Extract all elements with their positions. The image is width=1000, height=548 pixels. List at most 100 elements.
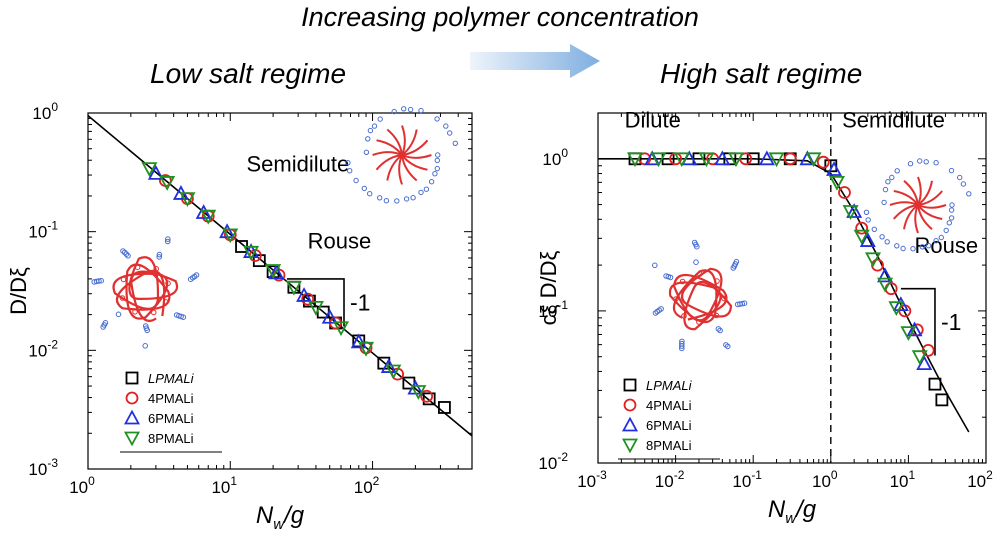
data-point-8pmali bbox=[243, 245, 260, 261]
data-point-8pmali bbox=[877, 277, 894, 293]
counterion-dot bbox=[694, 243, 700, 250]
bound-counterion-dot bbox=[696, 319, 702, 325]
counterion-dot bbox=[879, 234, 885, 240]
counterion-dot bbox=[957, 174, 963, 181]
data-point-6pmali bbox=[714, 150, 731, 166]
annotation-rouse: Rouse bbox=[308, 229, 372, 254]
data-point-8pmali bbox=[853, 229, 870, 245]
data-point-8pmali bbox=[727, 152, 744, 168]
bound-counterion-dot bbox=[132, 309, 138, 315]
counterion-dot bbox=[693, 259, 699, 266]
data-point-6pmali bbox=[916, 355, 933, 371]
star-illustration-right bbox=[863, 158, 972, 252]
legend-marker-8pmali bbox=[123, 431, 141, 447]
legend-marker-6pmali bbox=[123, 409, 141, 425]
data-point-4pmali bbox=[420, 389, 434, 403]
counterion-dot bbox=[881, 199, 887, 206]
data-point-6pmali bbox=[350, 333, 367, 349]
counterion-dot bbox=[187, 276, 194, 283]
counterion-dot bbox=[933, 160, 939, 166]
data-point-8pmali bbox=[200, 209, 217, 225]
coil-illustration-right bbox=[652, 239, 748, 352]
x-tick-label: 10-1 bbox=[732, 468, 762, 491]
data-point-6pmali bbox=[826, 161, 843, 176]
data-point-lpmali bbox=[438, 401, 451, 414]
counterion-dot bbox=[679, 340, 685, 347]
legend-marker-6pmali bbox=[621, 416, 639, 432]
bound-counterion-dot bbox=[714, 278, 720, 284]
data-point-6pmali bbox=[195, 204, 212, 219]
counterion-dot bbox=[447, 130, 453, 136]
bound-counterion-dot bbox=[134, 264, 141, 271]
counterion-dot bbox=[403, 196, 410, 202]
bound-counterion-dot bbox=[673, 296, 679, 302]
y-tick-label: 10-3 bbox=[28, 456, 58, 479]
data-point-8pmali bbox=[222, 228, 239, 244]
counterion-dot bbox=[102, 320, 109, 326]
counterion-dot bbox=[925, 243, 932, 249]
counterion-dot bbox=[894, 243, 900, 249]
y-tick-label: 100 bbox=[542, 146, 568, 169]
plot-frame bbox=[87, 112, 473, 470]
bound-counterion-dot bbox=[153, 266, 159, 272]
polymer-arm bbox=[917, 190, 943, 206]
data-point-8pmali bbox=[805, 152, 822, 168]
data-point-6pmali bbox=[846, 203, 863, 218]
data-point-lpmali bbox=[928, 377, 942, 391]
counterion-dot bbox=[948, 215, 955, 221]
counterion-dot bbox=[361, 185, 367, 192]
legend-label-lpmali: LPMALi bbox=[646, 378, 693, 393]
bound-counterion-dot bbox=[713, 312, 720, 319]
data-point-8pmali bbox=[627, 152, 644, 168]
y-axis-title: cξ D/Dξ bbox=[536, 251, 561, 326]
counterion-dot bbox=[948, 207, 955, 213]
polymer-arm bbox=[893, 190, 919, 206]
data-point-6pmali bbox=[296, 287, 313, 302]
data-point-8pmali bbox=[265, 264, 282, 279]
y-tick-label: 10-1 bbox=[538, 298, 568, 321]
counterion-dot bbox=[345, 160, 351, 166]
data-point-8pmali bbox=[698, 152, 715, 168]
counterion-dot bbox=[434, 116, 440, 122]
coil-illustration-left bbox=[91, 236, 200, 349]
slope-triangle bbox=[900, 287, 936, 356]
polymer-arm bbox=[889, 201, 919, 206]
data-point-8pmali bbox=[307, 301, 324, 316]
data-point-8pmali bbox=[385, 364, 402, 380]
data-point-8pmali bbox=[650, 152, 667, 168]
y-tick-label: 10-2 bbox=[28, 337, 58, 360]
counterion-dot bbox=[863, 209, 870, 216]
legend-label-8pmali: 8PMALi bbox=[148, 431, 194, 446]
data-point-8pmali bbox=[768, 152, 785, 168]
counterion-dot bbox=[679, 338, 685, 345]
data-point-6pmali bbox=[859, 232, 876, 247]
counterion-dot bbox=[885, 179, 891, 185]
polymer-arm bbox=[917, 204, 933, 230]
x-tick-label: 102 bbox=[354, 474, 380, 497]
polymer-arm bbox=[398, 154, 403, 185]
y-tick-label: 10-2 bbox=[538, 450, 568, 473]
counterion-dot bbox=[363, 149, 370, 156]
y-tick-label: 10-1 bbox=[28, 219, 58, 242]
data-point-8pmali bbox=[673, 152, 690, 168]
counterion-dot bbox=[948, 167, 955, 174]
counterion-dot bbox=[121, 249, 128, 256]
legend-marker-8pmali bbox=[621, 438, 639, 454]
plot-frame bbox=[597, 112, 987, 464]
counterion-dot bbox=[434, 157, 440, 164]
counterion-dot bbox=[383, 198, 390, 204]
counterion-dot bbox=[353, 177, 359, 184]
bound-counterion-dot bbox=[696, 271, 703, 277]
counterion-dot bbox=[907, 161, 914, 167]
data-point-8pmali bbox=[159, 176, 176, 191]
data-point-4pmali bbox=[301, 292, 315, 306]
slope-label: -1 bbox=[350, 290, 370, 316]
polymer-chain bbox=[668, 267, 733, 331]
counterion-dot bbox=[367, 127, 374, 134]
polymer-arm bbox=[917, 176, 922, 206]
counterion-dot bbox=[884, 239, 890, 245]
counterion-dot bbox=[125, 253, 131, 259]
polymer-arm bbox=[917, 204, 943, 220]
data-point-4pmali bbox=[816, 155, 830, 169]
counterion-dot bbox=[365, 136, 371, 142]
